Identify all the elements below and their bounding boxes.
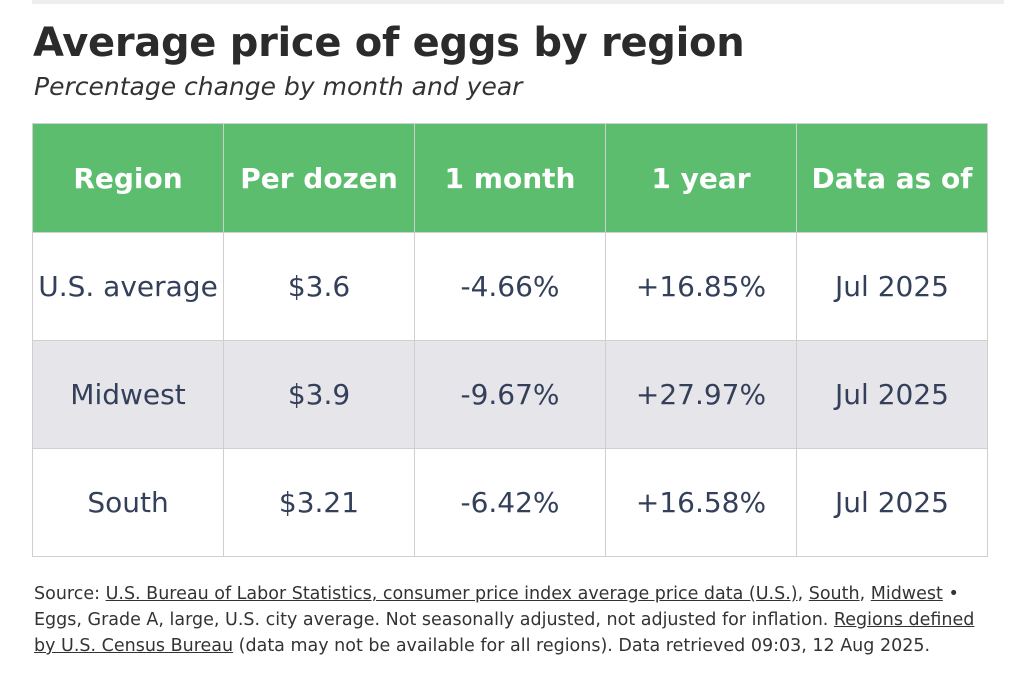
chart-subtitle: Percentage change by month and year [34,72,523,101]
header-region: Region [32,123,224,233]
chart-title: Average price of eggs by region [33,20,745,66]
table-header-row: Region Per dozen 1 month 1 year Data as … [32,123,988,233]
source-retrieved-note: (data may not be available for all regio… [233,636,931,656]
table-row: South $3.21 -6.42% +16.58% Jul 2025 [32,448,988,557]
census-regions-link[interactable]: Regions defined by U.S. Census Bureau [34,610,975,656]
cell-1-month: -6.42% [414,448,606,557]
source-separator: , [859,584,871,604]
eggs-price-table: Region Per dozen 1 month 1 year Data as … [32,123,988,557]
cell-region: U.S. average [32,232,224,341]
bls-source-link[interactable]: U.S. Bureau of Labor Statistics, consume… [105,584,798,604]
source-separator: , [797,584,809,604]
cell-per-dozen: $3.21 [223,448,415,557]
cell-1-month: -4.66% [414,232,606,341]
cell-data-as-of: Jul 2025 [796,232,988,341]
cell-region: South [32,448,224,557]
cell-data-as-of: Jul 2025 [796,448,988,557]
top-divider [32,0,1004,4]
cell-per-dozen: $3.9 [223,340,415,449]
cell-region: Midwest [32,340,224,449]
midwest-source-link[interactable]: Midwest [870,584,943,604]
cell-1-year: +27.97% [605,340,797,449]
source-details: • Eggs, Grade A, large, U.S. city averag… [34,584,959,630]
source-prefix: Source: [34,584,106,604]
cell-per-dozen: $3.6 [223,232,415,341]
cell-data-as-of: Jul 2025 [796,340,988,449]
header-1-year: 1 year [605,123,797,233]
header-1-month: 1 month [414,123,606,233]
cell-1-year: +16.85% [605,232,797,341]
header-data-as-of: Data as of [796,123,988,233]
source-note: Source: U.S. Bureau of Labor Statistics,… [34,581,989,659]
cell-1-month: -9.67% [414,340,606,449]
table-row: U.S. average $3.6 -4.66% +16.85% Jul 202… [32,232,988,341]
header-per-dozen: Per dozen [223,123,415,233]
cell-1-year: +16.58% [605,448,797,557]
table-row: Midwest $3.9 -9.67% +27.97% Jul 2025 [32,340,988,449]
south-source-link[interactable]: South [808,584,860,604]
